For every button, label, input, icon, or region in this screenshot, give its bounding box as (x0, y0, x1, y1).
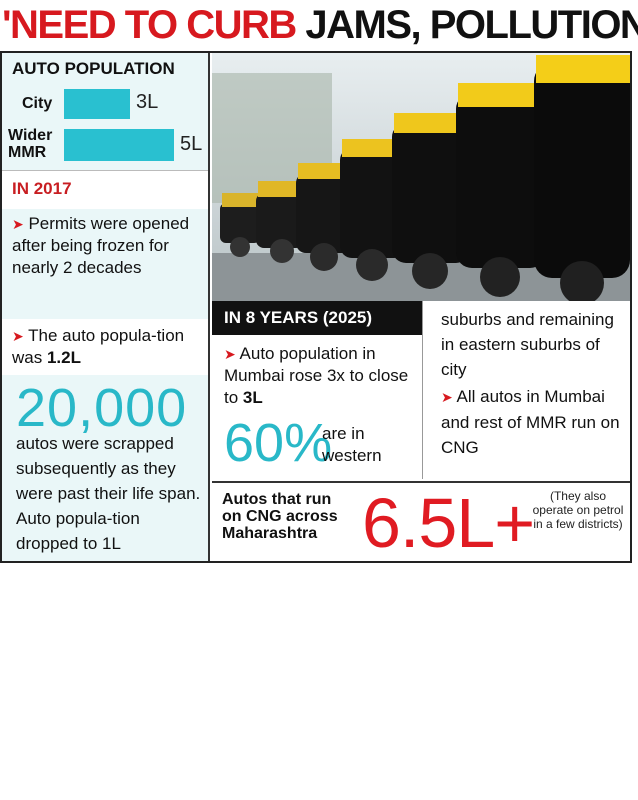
cng-number: 6.5L+ (362, 484, 535, 562)
year-2017: IN 2017 (12, 179, 72, 198)
sixty-percent-text: are in western (322, 424, 382, 465)
suburbs-text: suburbs and remaining in eastern suburbs… (441, 310, 614, 379)
headline-red: 'NEED TO CURB (2, 3, 297, 47)
auto-rickshaw-photo (212, 53, 630, 301)
eight-years-header-text: IN 8 YEARS (2025) (224, 308, 373, 327)
eight-years-header: IN 8 YEARS (2025) (212, 301, 422, 335)
wider-mmr-value: 5L (180, 133, 203, 155)
arrow-icon: ➤ (12, 216, 24, 232)
scrapped-number: 20,000 (16, 378, 188, 438)
auto-population-rise: ➤ Auto population in Mumbai rose 3x to c… (224, 343, 414, 409)
sixty-percent: 60% (224, 413, 333, 473)
right-text: suburbs and remaining in eastern suburbs… (441, 307, 629, 460)
cng-note: (They also operate on petrol in a few di… (532, 489, 624, 531)
cng-label: Autos that run on CNG across Maharashtra (222, 491, 338, 542)
auto-rickshaw-image (212, 53, 630, 301)
headline-black: JAMS, POLLUTION' (295, 3, 638, 47)
bullet-population-value: 1.2L (46, 348, 81, 367)
wider-mmr-label: Wider MMR (8, 127, 53, 161)
cng-autos-text: All autos in Mumbai and rest of MMR run … (441, 387, 620, 457)
scrapped-text: autos were scrapped subsequently as they… (16, 434, 201, 553)
auto-population-title: AUTO POPULATION (12, 59, 175, 78)
auto-population-box: AUTO POPULATION City 3L Wider MMR 5L (2, 53, 208, 171)
bullet-box-2: ➤ The auto popula-tion was 1.2L (2, 319, 208, 375)
arrow-icon: ➤ (12, 328, 24, 344)
cng-autos-bullet: ➤ All autos in Mumbai and rest of MMR ru… (441, 384, 629, 460)
scrapped-box (2, 375, 208, 561)
bullet-permits: ➤ Permits were opened after being frozen… (12, 213, 204, 279)
bullet-permits-text: Permits were opened after being frozen f… (12, 214, 190, 277)
infographic: AUTO POPULATION City 3L Wider MMR 5L IN … (0, 51, 632, 563)
wider-mmr-bar (64, 129, 174, 161)
city-value: 3L (136, 91, 159, 113)
rise-text: Auto population in Mumbai rose 3x to clo… (224, 344, 409, 407)
arrow-icon: ➤ (224, 346, 236, 362)
bullet-population: ➤ The auto popula-tion was 1.2L (12, 325, 204, 369)
headline: 'NEED TO CURB JAMS, POLLUTION' (0, 0, 638, 50)
arrow-icon: ➤ (441, 389, 453, 405)
city-bar (64, 89, 130, 119)
bullet-box-1: ➤ Permits were opened after being frozen… (2, 209, 208, 319)
bullet-population-text: The auto popula-tion was (12, 326, 185, 367)
cng-box: Autos that run on CNG across Maharashtra… (212, 481, 630, 561)
left-column: AUTO POPULATION City 3L Wider MMR 5L IN … (2, 53, 210, 561)
city-label: City (22, 95, 53, 112)
year-2017-box: IN 2017 (2, 171, 208, 209)
right-column: suburbs and remaining in eastern suburbs… (422, 301, 630, 479)
rise-value: 3L (242, 388, 263, 407)
eight-years-column: IN 8 YEARS (2025) ➤ Auto population in M… (212, 301, 422, 479)
